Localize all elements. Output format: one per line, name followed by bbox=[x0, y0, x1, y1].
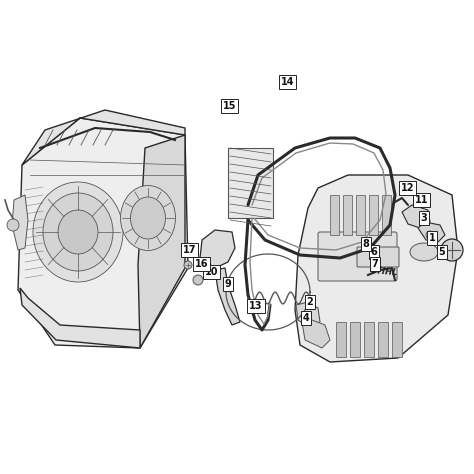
Ellipse shape bbox=[43, 193, 113, 271]
Polygon shape bbox=[20, 288, 140, 348]
Ellipse shape bbox=[130, 197, 165, 239]
Text: 1: 1 bbox=[428, 233, 436, 243]
Bar bbox=[330, 195, 339, 235]
Text: 4: 4 bbox=[302, 313, 310, 323]
Polygon shape bbox=[200, 230, 235, 268]
Text: 11: 11 bbox=[415, 195, 429, 205]
Polygon shape bbox=[296, 302, 320, 328]
Bar bbox=[364, 322, 374, 357]
Bar bbox=[392, 322, 402, 357]
Bar bbox=[350, 322, 360, 357]
Text: 10: 10 bbox=[205, 267, 219, 277]
Polygon shape bbox=[302, 320, 330, 348]
Ellipse shape bbox=[410, 243, 438, 261]
Polygon shape bbox=[22, 110, 185, 165]
Text: 3: 3 bbox=[420, 213, 428, 223]
Text: 13: 13 bbox=[249, 301, 263, 311]
Polygon shape bbox=[295, 175, 458, 362]
Text: 12: 12 bbox=[401, 183, 415, 193]
Text: 9: 9 bbox=[225, 279, 231, 289]
Text: 5: 5 bbox=[438, 247, 446, 257]
Polygon shape bbox=[12, 195, 28, 250]
Bar bbox=[382, 195, 391, 235]
Ellipse shape bbox=[7, 219, 19, 231]
Ellipse shape bbox=[120, 185, 175, 250]
Text: 2: 2 bbox=[307, 297, 313, 307]
Ellipse shape bbox=[426, 231, 434, 239]
Polygon shape bbox=[138, 135, 185, 348]
Bar bbox=[356, 195, 365, 235]
Polygon shape bbox=[215, 268, 240, 325]
Ellipse shape bbox=[33, 182, 123, 282]
Ellipse shape bbox=[193, 275, 203, 285]
Text: 15: 15 bbox=[223, 101, 237, 111]
Bar bbox=[336, 322, 346, 357]
Polygon shape bbox=[18, 118, 188, 348]
Bar bbox=[228, 148, 273, 218]
Text: 8: 8 bbox=[363, 239, 369, 249]
Text: 6: 6 bbox=[371, 247, 377, 257]
Text: STIHL: STIHL bbox=[371, 266, 399, 278]
Ellipse shape bbox=[58, 210, 98, 254]
Polygon shape bbox=[418, 222, 445, 242]
Text: 17: 17 bbox=[183, 245, 197, 255]
Text: 16: 16 bbox=[195, 259, 209, 269]
FancyBboxPatch shape bbox=[357, 247, 399, 267]
Text: 7: 7 bbox=[372, 259, 378, 269]
Polygon shape bbox=[402, 205, 430, 228]
Bar bbox=[378, 322, 388, 357]
Ellipse shape bbox=[184, 261, 192, 269]
FancyBboxPatch shape bbox=[318, 232, 397, 281]
Text: 14: 14 bbox=[281, 77, 295, 87]
Bar bbox=[369, 195, 378, 235]
Bar bbox=[343, 195, 352, 235]
Ellipse shape bbox=[441, 239, 463, 261]
